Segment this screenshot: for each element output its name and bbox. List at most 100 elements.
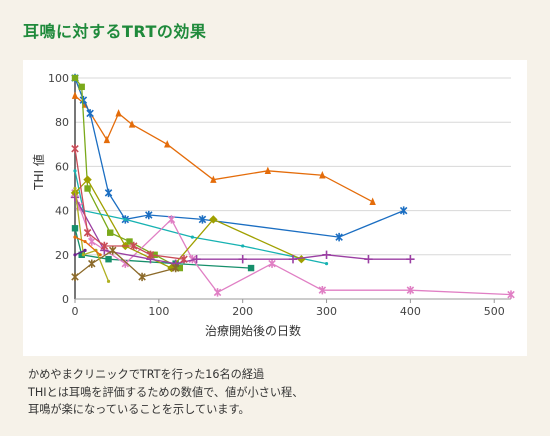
series-5-point-2 [78,251,85,258]
series-9 [71,144,188,264]
series-8-point-1 [70,193,80,202]
series-6-point-9 [318,285,327,295]
y-tick-label-40: 40 [55,205,69,218]
y-tick-label-20: 20 [55,249,69,262]
series-12 [73,248,87,257]
series-9-line [74,148,185,260]
series-4-point-6 [324,262,329,266]
axes [74,76,511,303]
series-1-point-8 [264,166,272,175]
series-2-point-8 [335,232,343,242]
series-1-point-9 [319,171,326,179]
series-1-line [74,95,374,203]
series-10-point-5 [171,263,180,273]
series-3-point-5 [126,238,133,245]
x-tick-label-400: 400 [400,305,421,318]
y-tick-label-80: 80 [55,116,69,129]
series-3-point-1 [71,74,79,82]
x-tick-label-500: 500 [484,305,505,318]
series-8-point-10 [406,255,415,264]
series-13-point-2 [83,239,87,244]
series-1-point-7 [210,175,217,183]
series-3-point-4 [107,229,114,236]
grid-lines [75,77,511,300]
series-3 [71,74,184,272]
x-tick-label-200: 200 [232,305,253,318]
series-1-point-5 [128,120,136,128]
series-6-point-8 [268,259,276,268]
series-10-point-3 [108,246,117,255]
series-13-point-3 [98,253,102,257]
series-8-point-8 [322,250,331,259]
series-4-point-4 [190,235,194,239]
series-10 [71,246,180,282]
series-6-point-5 [167,215,176,224]
series-6-point-11 [507,290,515,299]
series-9-point-1 [71,144,79,153]
series-2 [71,73,408,242]
series-2-point-4 [104,188,113,198]
caption-line-2: THIとは耳鳴を評価するための数値で、値が小さい程、 [28,385,304,399]
series-7-point-6 [297,255,306,264]
series-8-line [74,196,411,265]
series-9-point-2 [83,228,92,237]
series-1-point-3 [103,135,111,144]
series-3-point-3 [84,185,91,192]
series-3-point-7 [176,264,184,272]
x-tick-label-0: 0 [72,305,79,318]
series-7-point-5 [209,215,218,224]
series-6-point-7 [213,288,222,297]
data-series-group [70,73,515,299]
y-tick-label-100: 100 [48,72,69,85]
series-11-point-2 [81,253,85,257]
series-1-point-1 [71,91,79,99]
series-11 [73,186,111,283]
series-4-point-3 [123,217,127,222]
series-10-point-1 [71,272,79,282]
series-9-point-3 [100,241,109,251]
series-10-point-2 [88,259,96,268]
series-1-point-10 [369,197,376,205]
series-10-point-4 [138,272,146,282]
series-2-point-2 [79,95,88,105]
x-tick-label-100: 100 [148,305,169,318]
series-1-point-6 [164,140,171,148]
series-1 [71,91,376,205]
series-6 [71,188,515,299]
series-5-point-1 [71,225,79,232]
y-tick-label-60: 60 [55,160,69,173]
series-8-point-9 [364,255,373,264]
caption-line-1: かめやまクリニックでTRTを行った16名の経過 [28,368,265,381]
series-2-point-6 [145,210,153,220]
series-3-point-2 [78,83,85,91]
x-axis-label: 治療開始後の日数 [205,323,301,338]
series-2-point-7 [198,215,207,224]
series-7-point-2 [83,175,92,184]
series-11-point-4 [106,279,111,283]
series-8-point-6 [238,255,247,264]
series-4-point-1 [73,169,77,173]
series-1-point-4 [115,109,122,117]
series-13-point-1 [73,235,77,239]
series-12-line [74,249,86,256]
series-6-point-3 [88,237,96,246]
series-5-point-3 [105,256,112,263]
series-8 [70,193,415,268]
series-6-point-4 [121,259,130,268]
x-tick-label-300: 300 [316,305,337,318]
tick-labels: 0 20 40 60 80 100 0 100 200 300 400 500 [48,72,505,318]
series-12-point-2 [83,248,87,252]
caption: かめやまクリニックでTRTを行った16名の経過 THIとは耳鳴を評価するための数… [28,366,528,419]
series-9-point-4 [129,241,138,251]
series-2-line [74,77,404,238]
series-11-point-1 [73,186,77,191]
series-11-line [74,188,110,282]
page-title: 耳鳴に対するTRTの効果 [23,22,207,41]
series-5-point-5 [247,264,255,272]
y-tick-label-0: 0 [62,293,69,306]
series-9-point-5 [146,250,155,259]
series-4-point-5 [241,244,245,248]
y-axis-label: THI 値 [31,154,46,191]
series-6-point-10 [406,285,415,295]
series-2-point-3 [86,109,94,118]
